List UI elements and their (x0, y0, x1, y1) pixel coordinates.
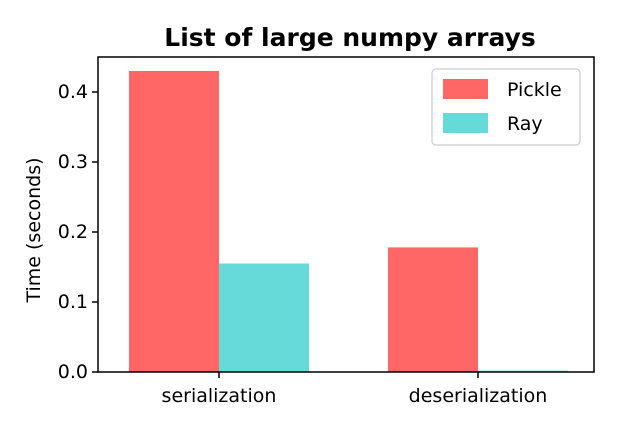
x-axis-ticks: serialization deserialization (162, 372, 548, 407)
bar-ray-serialization (219, 263, 309, 372)
chart-title: List of large numpy arrays (164, 23, 535, 52)
legend-label-ray: Ray (507, 113, 543, 135)
y-axis-ticks: 0.0 0.1 0.2 0.3 0.4 (58, 81, 98, 383)
legend: Pickle Ray (431, 68, 581, 146)
y-tick-label: 0.1 (58, 291, 88, 313)
y-tick-label: 0.3 (58, 151, 88, 173)
legend-swatch-ray (443, 113, 488, 133)
legend-label-pickle: Pickle (507, 79, 562, 101)
y-axis-label: Time (seconds) (23, 157, 45, 303)
bars-group (129, 71, 568, 372)
y-tick-label: 0.4 (58, 81, 88, 103)
bar-pickle-serialization (129, 71, 219, 372)
legend-swatch-pickle (443, 79, 488, 99)
x-tick-label: deserialization (409, 385, 548, 407)
plot-frame (97, 56, 595, 373)
x-tick-label: serialization (162, 385, 277, 407)
y-tick-label: 0.2 (58, 221, 88, 243)
bar-pickle-deserialization (388, 247, 478, 372)
y-tick-label: 0.0 (58, 361, 88, 383)
